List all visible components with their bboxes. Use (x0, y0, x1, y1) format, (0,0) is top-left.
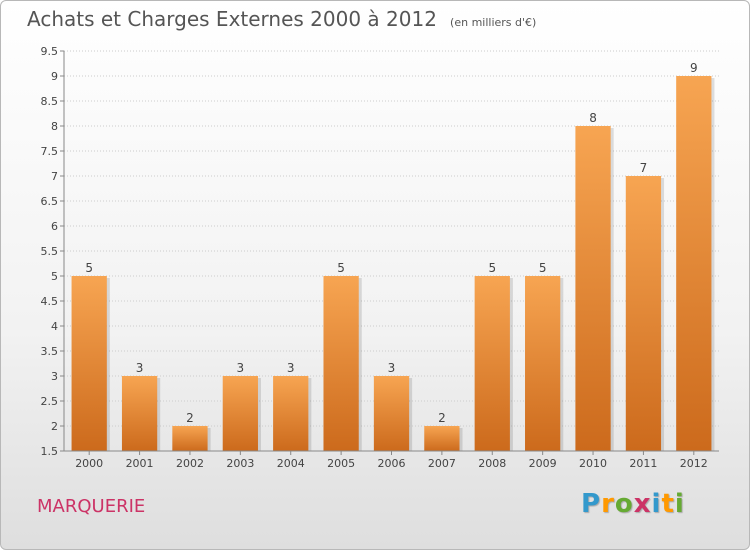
data-label: 2 (438, 411, 446, 425)
data-label: 3 (237, 361, 245, 375)
data-label: 9 (690, 61, 698, 75)
y-tick-label: 8 (51, 120, 58, 133)
y-tick-label: 8.5 (41, 95, 59, 108)
y-tick-label: 5 (51, 270, 58, 283)
brand-logo: Proxiti (581, 489, 685, 519)
y-tick-label: 9 (51, 70, 58, 83)
bar (474, 276, 510, 451)
y-tick-label: 3.5 (41, 345, 59, 358)
data-label: 3 (136, 361, 144, 375)
chart-subtitle: (en milliers d'€) (450, 16, 537, 29)
y-tick-label: 6.5 (41, 195, 59, 208)
bar (323, 276, 359, 451)
data-label: 2 (186, 411, 194, 425)
y-tick-label: 9.5 (41, 45, 59, 58)
y-tick-label: 2.5 (41, 395, 59, 408)
bars (71, 76, 715, 451)
y-tick-label: 6 (51, 220, 58, 233)
bar (172, 426, 208, 451)
y-tick-label: 1.5 (41, 445, 59, 458)
y-tick-label: 3 (51, 370, 58, 383)
x-tick-label: 2006 (378, 457, 406, 470)
bar (71, 276, 107, 451)
data-label: 3 (388, 361, 396, 375)
bar (273, 376, 309, 451)
y-tick-label: 4.5 (41, 295, 59, 308)
x-tick-label: 2003 (226, 457, 254, 470)
x-tick-label: 2000 (75, 457, 103, 470)
x-tick-label: 2002 (176, 457, 204, 470)
x-tick-label: 2007 (428, 457, 456, 470)
bar (625, 176, 662, 451)
bar (525, 276, 561, 451)
y-tick-label: 5.5 (41, 245, 59, 258)
commune-name: MARQUERIE (37, 496, 146, 517)
data-label: 5 (488, 261, 496, 275)
chart-title: Achats et Charges Externes 2000 à 2012 (27, 7, 437, 31)
data-label: 7 (640, 161, 648, 175)
bar (424, 426, 460, 451)
data-label: 5 (337, 261, 345, 275)
bar (676, 76, 712, 451)
bar (121, 376, 158, 451)
title-row: Achats et Charges Externes 2000 à 2012 (… (27, 7, 536, 31)
data-label: 8 (589, 111, 597, 125)
axes (60, 50, 719, 455)
bar (373, 376, 410, 451)
x-tick-label: 2010 (579, 457, 607, 470)
y-tick-label: 7 (51, 170, 58, 183)
y-tick-label: 4 (51, 320, 58, 333)
data-label: 5 (85, 261, 93, 275)
x-tick-label: 2005 (327, 457, 355, 470)
data-label: 3 (287, 361, 295, 375)
bar (575, 126, 611, 451)
bar (222, 376, 258, 451)
labels: 1.5 2 2.5 3 3.5 4 4.5 5 5.5 6 6.5 7 7.5 8 8.5 9 9.5 5 2000… (41, 45, 708, 470)
x-tick-label: 2009 (529, 457, 557, 470)
y-tick-label: 7.5 (41, 145, 59, 158)
x-tick-label: 2001 (126, 457, 154, 470)
x-tick-label: 2011 (629, 457, 657, 470)
x-tick-label: 2012 (680, 457, 708, 470)
y-tick-label: 2 (51, 420, 58, 433)
data-label: 5 (539, 261, 547, 275)
x-tick-label: 2008 (478, 457, 506, 470)
x-tick-label: 2004 (277, 457, 305, 470)
